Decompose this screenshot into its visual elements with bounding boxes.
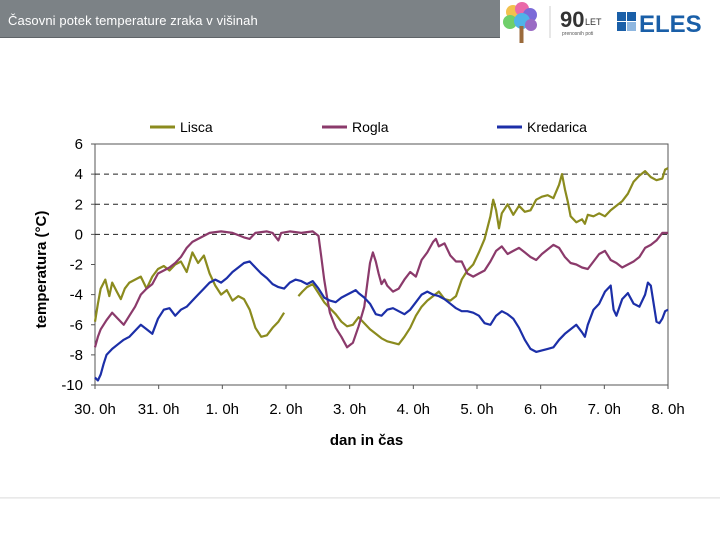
tree-logo-icon xyxy=(503,2,537,43)
x-tick-label: 6. 0h xyxy=(524,401,557,418)
x-tick-label: 5. 0h xyxy=(460,401,493,418)
series-line-rogla xyxy=(93,230,668,349)
y-axis-title: temperatura (°C) xyxy=(33,211,50,329)
series-line-kredarica xyxy=(94,260,669,382)
anniversary-subtitle: prenosnih poti xyxy=(562,31,593,37)
logo-strip: 90 LET prenosnih poti ELES xyxy=(503,2,702,43)
gridlines xyxy=(95,173,668,235)
x-tick-label: 8. 0h xyxy=(651,401,684,418)
y-tick-label: -8 xyxy=(70,347,83,364)
series-lines xyxy=(93,167,669,382)
x-tick-label: 1. 0h xyxy=(206,401,239,418)
x-tick-label: 3. 0h xyxy=(333,401,366,418)
anniversary-logo: 90 LET prenosnih poti xyxy=(560,7,602,37)
y-tick-labels: 6 4 2 0 -2 -4 -6 -8 -10 xyxy=(61,136,95,394)
anniversary-number: 90 xyxy=(560,7,584,32)
x-tick-label: 30. 0h xyxy=(74,401,116,418)
eles-wordmark: ELES xyxy=(639,11,702,38)
eles-logo-icon xyxy=(617,12,636,31)
plot-area-border xyxy=(94,143,669,386)
y-tick-label: -2 xyxy=(70,257,83,274)
y-tick-label: 0 xyxy=(75,226,83,243)
x-axis-title: dan in čas xyxy=(330,432,403,449)
x-tick-label: 2. 0h xyxy=(269,401,302,418)
x-tick-labels: 30. 0h 31. 0h 1. 0h 2. 0h 3. 0h 4. 0h 5. 0h 6. … xyxy=(74,385,685,418)
y-tick-label: -4 xyxy=(70,287,83,304)
y-tick-label: 4 xyxy=(75,166,83,183)
anniversary-word: LET xyxy=(585,17,602,27)
header-bar: Časovni potek temperature zraka v višina… xyxy=(0,0,500,38)
series-line-lisca xyxy=(93,167,669,346)
legend-label-rogla: Rogla xyxy=(352,119,389,135)
legend: Lisca Rogla Kredarica xyxy=(150,119,587,135)
x-tick-label: 4. 0h xyxy=(397,401,430,418)
y-tick-label: -6 xyxy=(70,317,83,334)
legend-label-kredarica: Kredarica xyxy=(527,119,587,135)
plot-frame xyxy=(94,143,669,386)
y-tick-label: -10 xyxy=(61,377,83,394)
y-tick-label: 2 xyxy=(75,196,83,213)
page-title: Časovni potek temperature zraka v višina… xyxy=(8,13,258,28)
x-tick-label: 7. 0h xyxy=(588,401,621,418)
footer-divider xyxy=(0,497,720,499)
legend-label-lisca: Lisca xyxy=(180,119,213,135)
y-tick-label: 6 xyxy=(75,136,83,153)
x-tick-label: 31. 0h xyxy=(138,401,180,418)
